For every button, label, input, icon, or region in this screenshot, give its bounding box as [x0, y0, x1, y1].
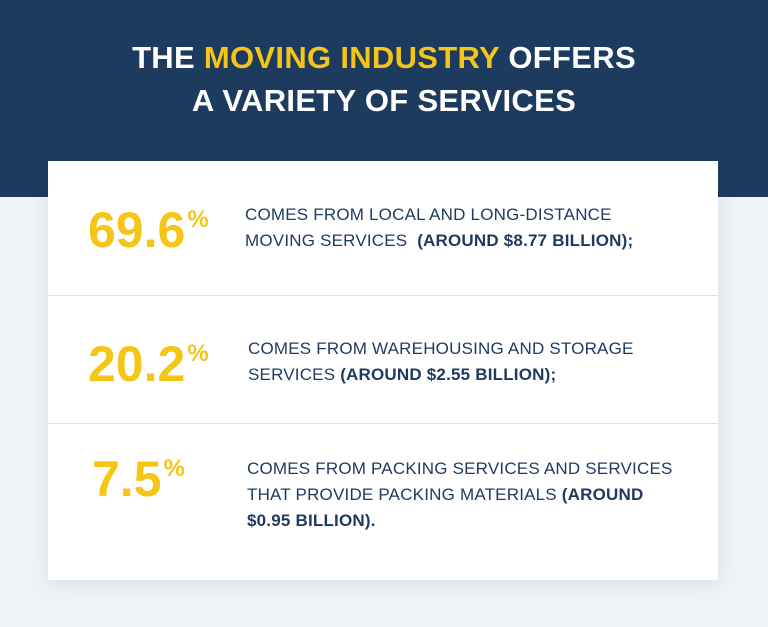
desc-line-1: COMES FROM LOCAL AND LONG-DISTANCE: [245, 205, 612, 224]
stat-row-packing: 7.5% COMES FROM PACKING SERVICES AND SER…: [48, 424, 718, 580]
title-part-1: THE: [132, 40, 204, 75]
stat-percent-sign: %: [163, 455, 185, 482]
desc-line-1: COMES FROM PACKING SERVICES AND SERVICES: [247, 459, 673, 478]
stat-row-local-moving: 69.6% COMES FROM LOCAL AND LONG-DISTANCE…: [48, 161, 718, 296]
desc-line-3: $0.95 BILLION).: [247, 508, 687, 534]
desc-line-2: SERVICES (AROUND $2.55 BILLION);: [248, 365, 557, 384]
stat-description: COMES FROM WAREHOUSING AND STORAGE SERVIC…: [248, 336, 668, 388]
desc-line-2: MOVING SERVICES (AROUND $8.77 BILLION);: [245, 231, 634, 250]
desc-line-1: COMES FROM WAREHOUSING AND STORAGE: [248, 339, 634, 358]
stat-description: COMES FROM LOCAL AND LONG-DISTANCE MOVING…: [245, 202, 665, 254]
stat-amount-part-2: $0.95 BILLION).: [247, 511, 376, 530]
stat-amount: (AROUND $8.77 BILLION);: [417, 231, 634, 250]
title-highlight: MOVING INDUSTRY: [203, 40, 500, 75]
row-divider: [48, 423, 718, 424]
stat-value: 69.6%: [88, 205, 209, 255]
stat-amount-part-1: (AROUND: [561, 485, 644, 504]
stat-number: 7.5: [92, 451, 162, 507]
stat-number: 69.6: [88, 202, 186, 258]
stats-card: 69.6% COMES FROM LOCAL AND LONG-DISTANCE…: [48, 161, 718, 580]
page-title: THE MOVING INDUSTRY OFFERS A VARIETY OF …: [0, 36, 768, 122]
stat-row-warehousing: 20.2% COMES FROM WAREHOUSING AND STORAGE…: [48, 296, 718, 424]
stat-value: 20.2%: [88, 339, 209, 389]
stat-value: 7.5%: [92, 454, 185, 504]
row-divider: [48, 295, 718, 296]
stat-description: COMES FROM PACKING SERVICES AND SERVICES…: [247, 456, 687, 534]
stat-percent-sign: %: [187, 206, 209, 233]
title-part-2: OFFERS: [499, 40, 636, 75]
stat-percent-sign: %: [187, 340, 209, 367]
stat-number: 20.2: [88, 336, 186, 392]
stat-amount: (AROUND $2.55 BILLION);: [340, 365, 557, 384]
desc-line-2: THAT PROVIDE PACKING MATERIALS (AROUND: [247, 485, 644, 504]
title-line-2: A VARIETY OF SERVICES: [191, 83, 577, 118]
title-line-1: THE MOVING INDUSTRY OFFERS: [0, 36, 768, 79]
